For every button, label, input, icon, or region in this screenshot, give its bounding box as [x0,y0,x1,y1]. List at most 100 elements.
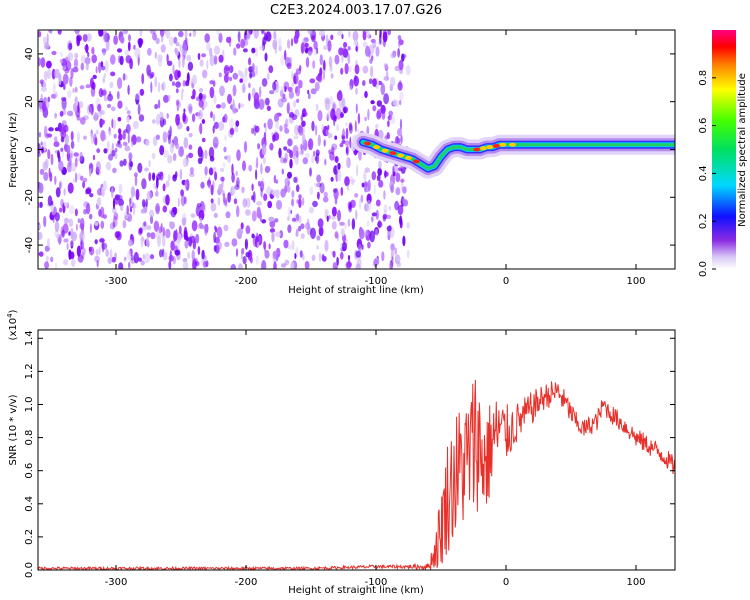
noise-speckle [79,85,85,90]
snr-y-label: SNR (10 * v/v) [8,394,19,465]
noise-speckle [165,228,171,239]
noise-speckle [59,181,62,190]
noise-speckle [223,224,229,232]
noise-speckle [282,93,286,100]
noise-speckle [352,30,359,42]
noise-speckle [188,144,193,150]
noise-speckle [134,172,138,178]
noise-speckle [235,170,238,177]
noise-speckle [272,189,278,197]
noise-speckle [40,93,43,101]
noise-speckle [126,205,129,215]
noise-speckle [314,156,318,162]
noise-speckle [223,146,227,153]
noise-speckle [194,261,200,267]
noise-speckle [332,188,337,193]
noise-speckle [161,31,164,43]
noise-speckle [58,73,62,86]
noise-speckle [356,128,360,133]
y-tick-label: 0.8 [24,430,35,446]
noise-speckle [284,259,290,266]
noise-speckle [213,94,217,105]
noise-speckle [97,103,102,112]
noise-speckle [151,119,156,124]
noise-speckle [94,221,99,226]
noise-speckle [187,251,191,259]
noise-speckle [136,136,142,143]
noise-speckle [354,193,359,198]
noise-speckle [296,98,300,103]
noise-speckle [340,251,344,260]
noise-speckle [41,101,47,113]
noise-speckle [311,154,315,164]
noise-speckle [314,81,320,92]
noise-speckle [125,55,132,64]
noise-speckle [387,214,391,220]
noise-speckle [382,31,388,43]
noise-speckle [240,38,246,49]
noise-speckle [309,78,316,84]
noise-speckle [53,141,60,148]
noise-speckle [98,246,101,256]
noise-speckle [59,207,63,213]
noise-speckle [334,54,340,65]
noise-speckle [334,231,339,239]
signal-peak [405,155,412,160]
noise-speckle [383,63,389,69]
noise-speckle [179,44,182,52]
noise-speckle [397,47,400,58]
y-tick-label: 1.0 [24,397,35,413]
noise-speckle [38,30,42,38]
noise-speckle [175,229,178,241]
noise-speckle [61,229,65,238]
noise-speckle [365,45,370,57]
noise-speckle [329,95,333,106]
colorbar-tick-label: 0.2 [698,213,709,229]
noise-speckle [307,30,313,35]
noise-speckle [308,46,313,52]
noise-speckle [256,201,263,206]
noise-speckle [347,218,351,227]
noise-speckle [383,93,389,105]
noise-speckle [155,37,160,44]
noise-speckle [317,110,323,122]
noise-speckle [182,157,188,168]
noise-speckle [144,167,149,172]
noise-speckle [267,72,270,81]
noise-speckle [160,44,166,53]
noise-speckle [253,30,259,39]
noise-speckle [78,101,84,109]
noise-speckle [77,218,81,223]
noise-speckle [89,213,93,220]
noise-speckle [288,90,294,99]
noise-speckle [167,60,173,66]
noise-speckle [146,64,151,77]
noise-speckle [74,157,78,168]
y-tick-label: -20 [24,189,35,205]
noise-speckle [242,74,248,84]
noise-speckle [323,45,329,50]
noise-speckle [255,65,258,76]
noise-speckle [53,206,57,217]
noise-speckle [263,122,267,129]
noise-speckle [375,123,379,129]
noise-speckle [108,130,112,137]
noise-speckle [127,84,130,95]
noise-speckle [268,216,275,222]
noise-speckle [173,36,178,44]
noise-speckle [406,222,410,229]
noise-speckle [274,120,280,130]
noise-speckle [70,150,74,159]
noise-speckle [85,62,89,71]
noise-speckle [248,92,251,102]
noise-speckle [251,70,256,78]
spectrogram-y-ticks: -40 -20 0 20 40 [24,48,675,253]
noise-speckle [321,254,325,262]
noise-speckle [219,85,225,97]
noise-speckle [139,88,145,96]
noise-speckle [387,115,393,121]
noise-speckle [132,120,139,129]
noise-speckle [329,151,335,161]
noise-speckle [124,128,128,133]
noise-speckle [77,101,80,113]
